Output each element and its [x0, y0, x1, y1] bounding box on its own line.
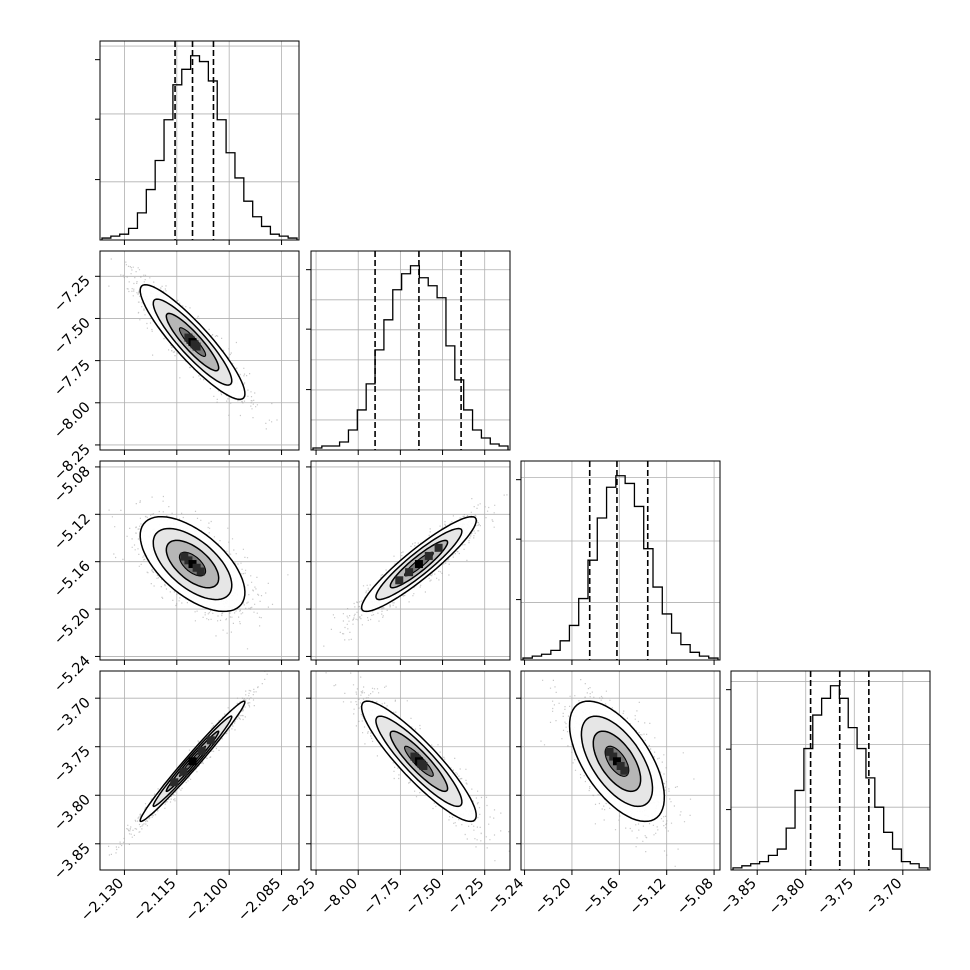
density-peak-2-0-2 — [188, 560, 197, 569]
x-tick-label-0-1: −2.115 — [130, 876, 179, 925]
x-tick-label-3-0: −3.85 — [717, 876, 760, 919]
histogram-steps-0 — [101, 55, 298, 240]
panel-frame-2-0 — [99, 460, 300, 661]
x-tick-label-1-0: −8.25 — [276, 876, 319, 919]
density-peak-3-0-2 — [188, 757, 197, 766]
density-peak-3-2-2 — [612, 757, 621, 766]
y-tick-label-3-0: −3.85 — [51, 840, 94, 883]
scatter-panel-2-1 — [311, 461, 510, 660]
histogram-steps-1 — [312, 265, 509, 450]
x-tick-label-1-4: −7.25 — [445, 876, 488, 919]
density-peak-2-0-0 — [180, 552, 189, 561]
histogram-panel-2 — [521, 461, 720, 660]
density-peak-3-2-3 — [616, 761, 625, 770]
density-peak-2-1-0 — [395, 576, 404, 585]
scatter-panel-3-2 — [521, 671, 720, 870]
panel-frame-3-0 — [99, 670, 300, 871]
histogram-steps-2 — [522, 475, 719, 660]
density-peak-2-1-2 — [414, 560, 423, 569]
histogram-panel-1 — [311, 251, 510, 450]
scatter-panel-3-0 — [100, 671, 299, 870]
histogram-steps-3 — [732, 685, 929, 870]
y-tick-label-2-1: −5.20 — [51, 606, 94, 649]
x-tick-label-2-0: −5.24 — [485, 876, 528, 919]
histogram-panel-0 — [100, 41, 299, 240]
x-tick-label-2-4: −5.08 — [674, 876, 717, 919]
scatter-panel-2-0 — [100, 461, 299, 660]
y-tick-label-2-3: −5.12 — [51, 511, 94, 554]
density-peak-1-0-4 — [192, 342, 201, 351]
x-tick-label-3-3: −3.70 — [863, 876, 906, 919]
x-tick-label-1-2: −7.75 — [360, 876, 403, 919]
density-peak-3-2-0 — [605, 747, 614, 756]
panel-frame-3-2 — [520, 670, 721, 871]
density-peak-3-0-1 — [179, 767, 188, 776]
panel-frame-3-1 — [310, 670, 511, 871]
density-peak-3-2-4 — [620, 766, 629, 775]
x-tick-label-0-2: −2.100 — [183, 876, 232, 925]
y-tick-label-3-3: −3.70 — [51, 695, 94, 738]
y-tick-label-1-1: −8.00 — [51, 399, 94, 442]
panel-frame-3-3 — [730, 670, 931, 871]
panel-frame-1-0 — [99, 250, 300, 451]
density-peak-3-0-4 — [206, 736, 215, 745]
density-peak-2-0-3 — [192, 563, 201, 572]
y-tick-label-1-2: −7.75 — [51, 357, 94, 400]
x-tick-label-3-1: −3.80 — [766, 876, 809, 919]
scatter-panel-1-0 — [100, 251, 299, 450]
x-tick-label-2-3: −5.12 — [627, 876, 670, 919]
density-peak-2-1-3 — [424, 551, 433, 560]
panel-frame-2-2 — [520, 460, 721, 661]
panel-frame-1-1 — [310, 250, 511, 451]
y-tick-label-1-3: −7.50 — [51, 315, 94, 358]
y-tick-label-3-1: −3.80 — [51, 792, 94, 835]
density-peak-2-1-4 — [434, 543, 443, 552]
panel-frame-0-0 — [99, 40, 300, 241]
y-tick-label-2-2: −5.16 — [51, 558, 94, 601]
y-tick-label-1-4: −7.25 — [51, 273, 94, 316]
density-peak-3-0-3 — [197, 746, 206, 755]
scatter-panel-3-1 — [311, 671, 510, 870]
density-peak-3-0-0 — [170, 778, 179, 787]
x-tick-label-0-3: −2.085 — [235, 876, 284, 925]
panel-frame-2-1 — [310, 460, 511, 661]
x-tick-label-1-1: −8.00 — [318, 876, 361, 919]
density-peak-2-1-1 — [405, 568, 414, 577]
density-peak-3-1-4 — [419, 761, 428, 770]
x-tick-label-2-2: −5.16 — [579, 876, 622, 919]
x-tick-label-1-3: −7.50 — [403, 876, 446, 919]
x-tick-label-3-2: −3.75 — [814, 876, 857, 919]
density-peak-2-0-4 — [196, 567, 205, 576]
y-tick-label-3-2: −3.75 — [51, 743, 94, 786]
x-tick-label-0-0: −2.130 — [78, 876, 127, 925]
y-tick-label-2-0: −5.24 — [51, 653, 94, 696]
density-peak-3-2-1 — [609, 752, 618, 761]
x-tick-label-2-1: −5.20 — [532, 876, 575, 919]
histogram-panel-3 — [731, 671, 930, 870]
density-peak-2-0-1 — [184, 556, 193, 565]
